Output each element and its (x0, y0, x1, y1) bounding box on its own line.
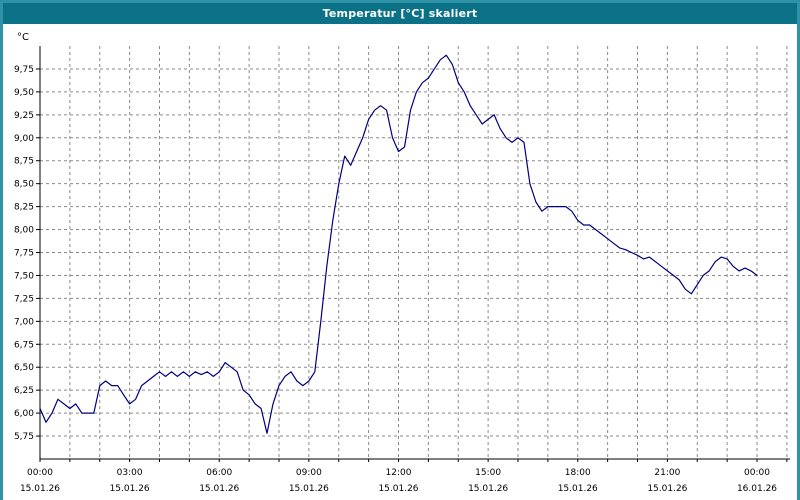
svg-text:09:00: 09:00 (296, 468, 322, 478)
title-bar[interactable]: Temperatur [°C] skaliert (3, 3, 797, 24)
svg-text:15.01.26: 15.01.26 (289, 484, 329, 494)
svg-text:18:00: 18:00 (565, 468, 591, 478)
svg-text:7,75: 7,75 (14, 249, 34, 259)
svg-text:15.01.26: 15.01.26 (647, 484, 687, 494)
svg-text:7,25: 7,25 (14, 294, 34, 304)
svg-text:6,50: 6,50 (14, 363, 34, 373)
svg-text:15.01.26: 15.01.26 (558, 484, 598, 494)
svg-text:15.01.26: 15.01.26 (20, 484, 60, 494)
y-axis-unit-label: °C (17, 32, 29, 43)
svg-text:21:00: 21:00 (654, 468, 680, 478)
svg-text:6,75: 6,75 (14, 340, 34, 350)
svg-text:8,00: 8,00 (14, 226, 34, 236)
svg-text:6,25: 6,25 (14, 386, 34, 396)
svg-text:7,50: 7,50 (14, 271, 34, 281)
svg-text:6,00: 6,00 (14, 409, 34, 419)
svg-text:15.01.26: 15.01.26 (378, 484, 418, 494)
window-title: Temperatur [°C] skaliert (322, 7, 478, 20)
svg-text:8,25: 8,25 (14, 203, 34, 213)
svg-text:03:00: 03:00 (117, 468, 143, 478)
svg-text:7,00: 7,00 (14, 317, 34, 327)
svg-text:00:00: 00:00 (744, 468, 770, 478)
svg-text:00:00: 00:00 (27, 468, 53, 478)
svg-text:15:00: 15:00 (475, 468, 501, 478)
chart-area: 5,75 6,00 6,25 6,50 6,75 7,00 7,25 7,50 7,75 8,00… (3, 24, 797, 500)
svg-text:5,75: 5,75 (14, 432, 34, 442)
svg-text:8,75: 8,75 (14, 157, 34, 167)
svg-text:06:00: 06:00 (206, 468, 232, 478)
svg-text:9,75: 9,75 (14, 65, 34, 75)
temperature-series-line (39, 54, 758, 434)
temperature-chart: 5,75 6,00 6,25 6,50 6,75 7,00 7,25 7,50 7,75 8,00… (3, 24, 797, 500)
svg-text:9,25: 9,25 (14, 111, 34, 121)
svg-text:8,50: 8,50 (14, 180, 34, 190)
svg-text:15.01.26: 15.01.26 (468, 484, 508, 494)
svg-text:16.01.26: 16.01.26 (737, 484, 777, 494)
svg-text:9,00: 9,00 (14, 134, 34, 144)
svg-text:12:00: 12:00 (386, 468, 412, 478)
svg-text:9,50: 9,50 (14, 88, 34, 98)
svg-text:15.01.26: 15.01.26 (199, 484, 239, 494)
svg-text:15.01.26: 15.01.26 (110, 484, 150, 494)
